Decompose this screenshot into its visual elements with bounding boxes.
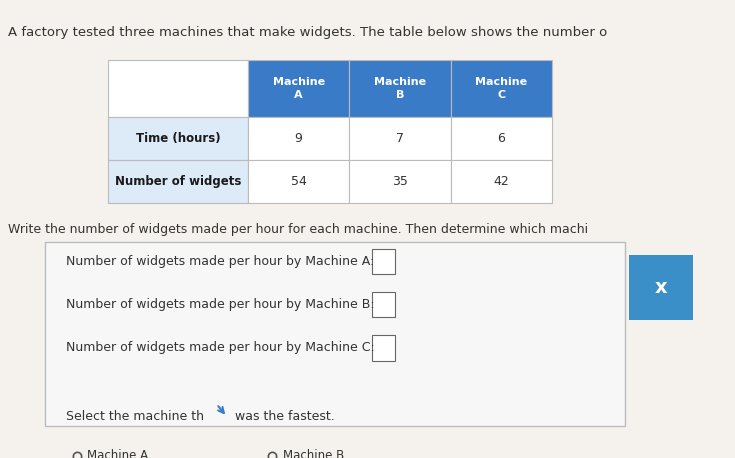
Text: Machine B: Machine B bbox=[283, 449, 344, 458]
FancyBboxPatch shape bbox=[451, 60, 552, 117]
Text: Number of widgets made per hour by Machine C:: Number of widgets made per hour by Machi… bbox=[66, 341, 375, 354]
Text: Number of widgets: Number of widgets bbox=[115, 175, 241, 188]
Text: 7: 7 bbox=[396, 132, 404, 145]
Text: 6: 6 bbox=[498, 132, 505, 145]
Text: was the fastest.: was the fastest. bbox=[231, 410, 334, 424]
FancyBboxPatch shape bbox=[628, 255, 693, 320]
Text: A factory tested three machines that make widgets. The table below shows the num: A factory tested three machines that mak… bbox=[8, 27, 608, 39]
Text: Machine
A: Machine A bbox=[273, 77, 325, 100]
FancyBboxPatch shape bbox=[248, 60, 349, 117]
Text: 54: 54 bbox=[290, 175, 306, 188]
Text: Number of widgets made per hour by Machine B:: Number of widgets made per hour by Machi… bbox=[66, 298, 375, 311]
FancyBboxPatch shape bbox=[108, 60, 248, 117]
Text: Select the machine th: Select the machine th bbox=[66, 410, 204, 424]
FancyBboxPatch shape bbox=[373, 292, 395, 317]
Text: Machine A: Machine A bbox=[87, 449, 148, 458]
FancyBboxPatch shape bbox=[108, 117, 248, 160]
Text: 9: 9 bbox=[295, 132, 303, 145]
FancyBboxPatch shape bbox=[46, 242, 625, 425]
FancyBboxPatch shape bbox=[248, 117, 349, 160]
Text: Write the number of widgets made per hour for each machine. Then determine which: Write the number of widgets made per hou… bbox=[8, 223, 589, 235]
FancyBboxPatch shape bbox=[248, 160, 349, 203]
FancyBboxPatch shape bbox=[349, 117, 451, 160]
Text: x: x bbox=[654, 278, 667, 297]
FancyBboxPatch shape bbox=[108, 160, 248, 203]
FancyBboxPatch shape bbox=[349, 160, 451, 203]
Text: Machine
B: Machine B bbox=[374, 77, 426, 100]
Text: Time (hours): Time (hours) bbox=[136, 132, 220, 145]
FancyBboxPatch shape bbox=[373, 335, 395, 360]
Text: 42: 42 bbox=[493, 175, 509, 188]
FancyBboxPatch shape bbox=[451, 160, 552, 203]
Text: Machine
C: Machine C bbox=[475, 77, 527, 100]
FancyBboxPatch shape bbox=[451, 117, 552, 160]
FancyBboxPatch shape bbox=[349, 60, 451, 117]
FancyBboxPatch shape bbox=[373, 249, 395, 274]
Text: Number of widgets made per hour by Machine A:: Number of widgets made per hour by Machi… bbox=[66, 255, 375, 268]
Text: 35: 35 bbox=[392, 175, 408, 188]
